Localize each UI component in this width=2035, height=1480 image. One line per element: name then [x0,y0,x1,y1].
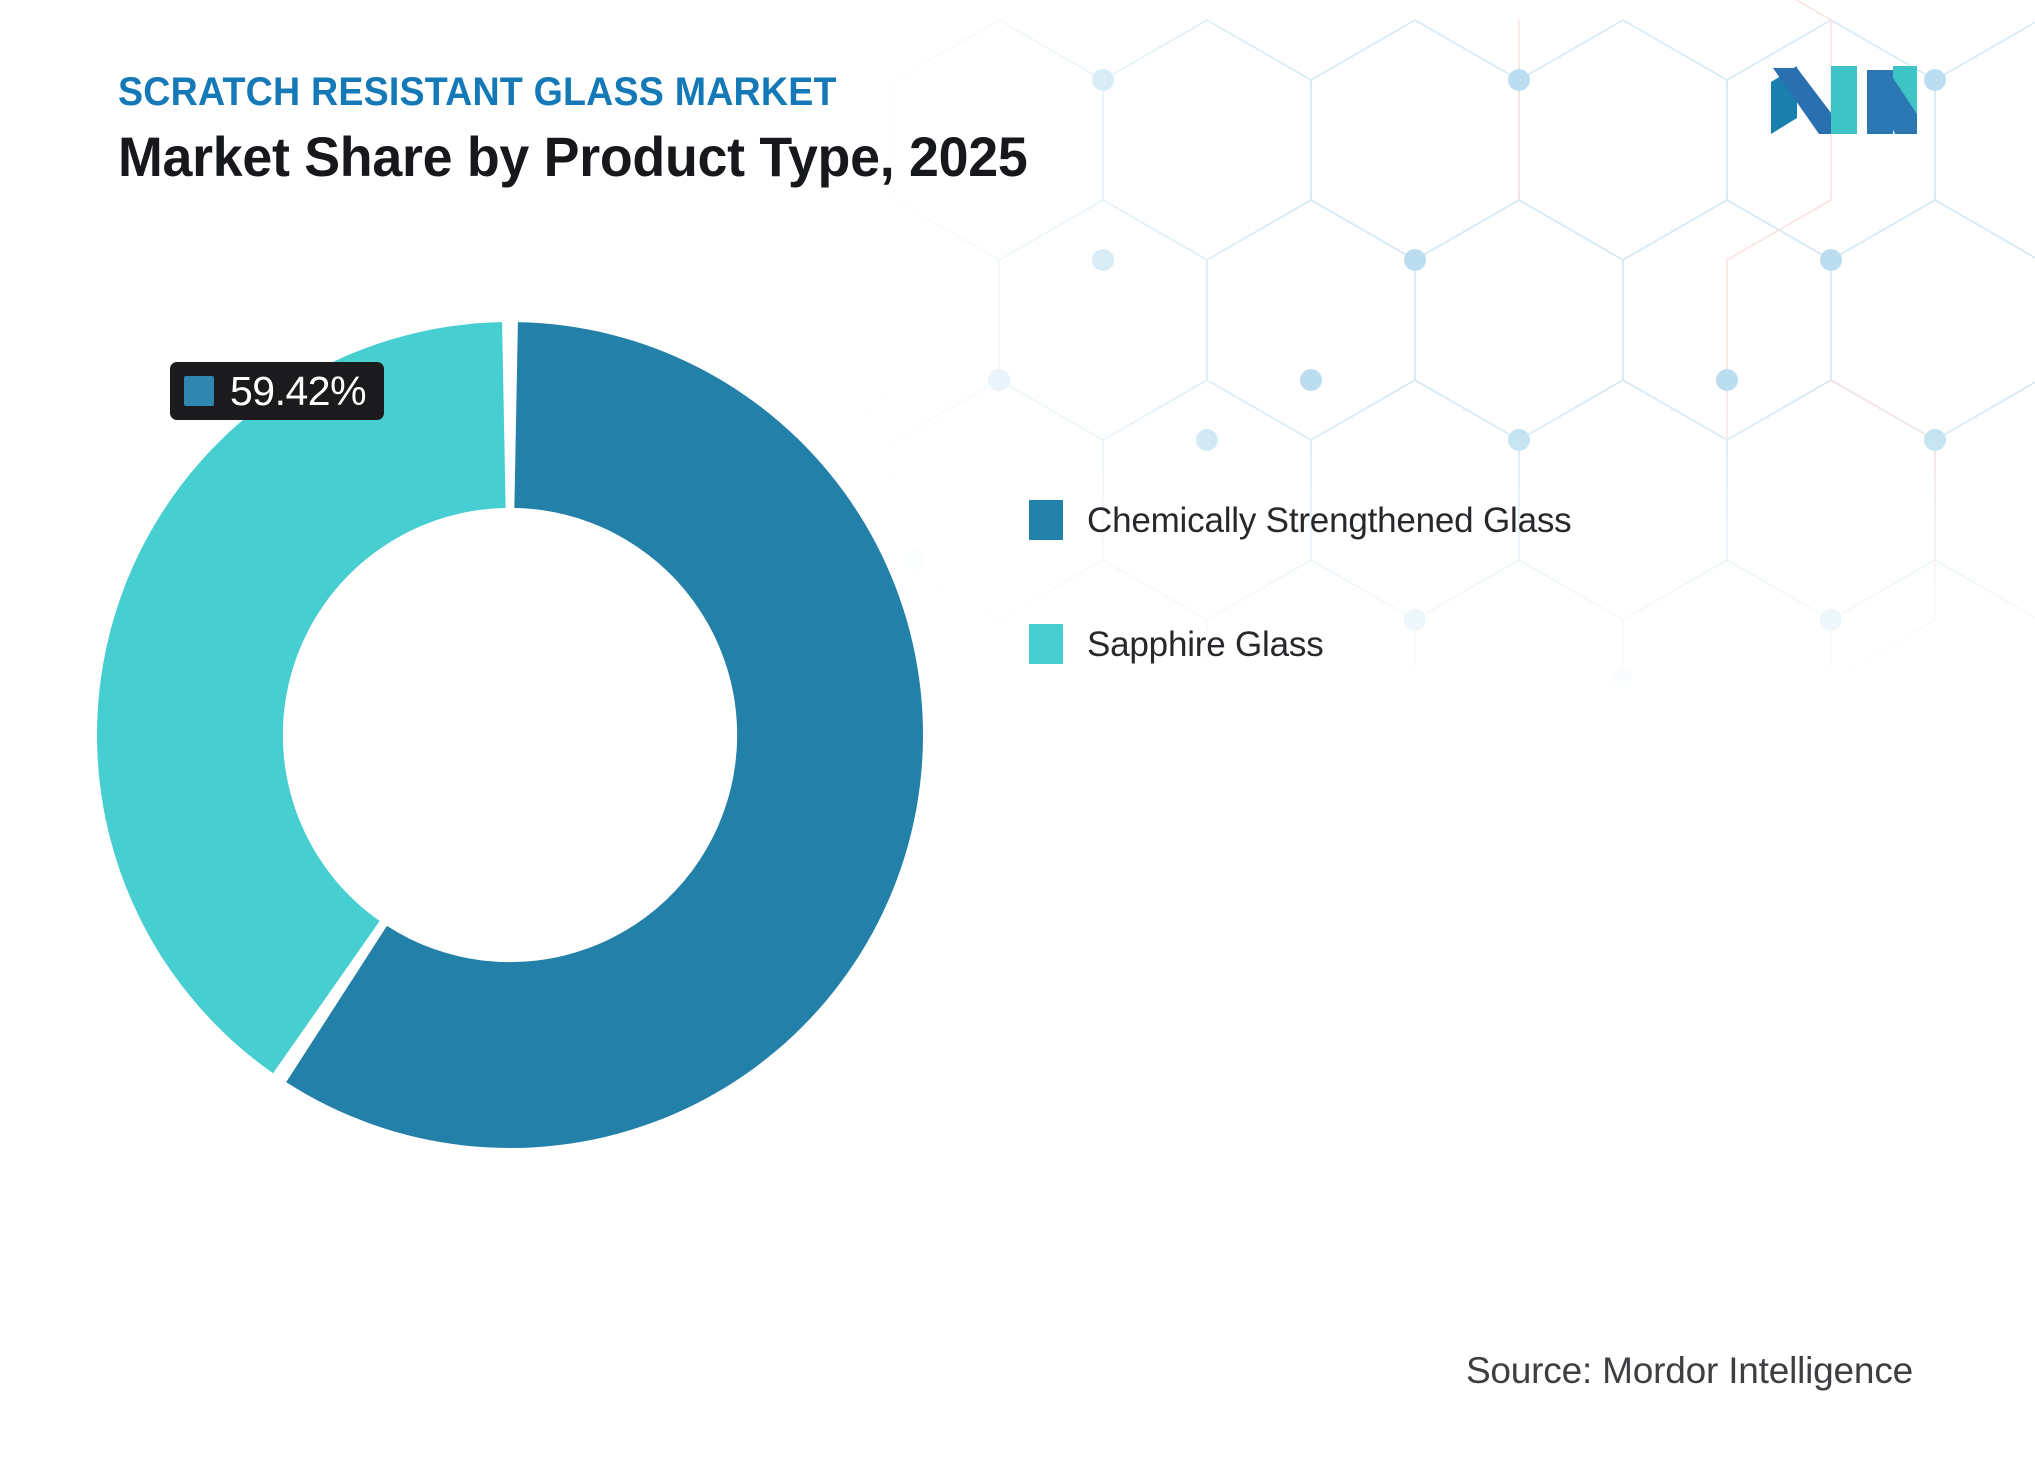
legend-item-chemically-strengthened-glass[interactable]: Chemically Strengthened Glass [1029,498,1572,542]
chart-header: SCRATCH RESISTANT GLASS MARKET Market Sh… [118,72,1368,187]
legend-item-sapphire-glass[interactable]: Sapphire Glass [1029,622,1571,666]
mordor-intelligence-logo-icon [1771,66,1917,134]
source-note: Source: Mordor Intelligence [1465,1350,1913,1391]
chart-legend: Chemically Strengthened Glass Sapphire G… [1029,498,1572,666]
badge-color-swatch [184,376,214,406]
donut-slice-sapphire-glass[interactable] [97,322,506,1074]
donut-slice-chemically-strengthened-glass[interactable] [286,322,923,1148]
legend-swatch-icon [1029,624,1063,664]
chart-eyebrow: SCRATCH RESISTANT GLASS MARKET [118,70,837,114]
legend-item-label: Chemically Strengthened Glass [1087,500,1572,540]
page-title: Market Share by Product Type, 2025 [118,125,1028,188]
donut-chart [97,322,923,1148]
legend-swatch-icon [1029,500,1063,540]
badge-value: 59.42% [230,367,367,414]
legend-item-label: Sapphire Glass [1087,624,1324,664]
status-badge: 59.42% [170,362,385,420]
